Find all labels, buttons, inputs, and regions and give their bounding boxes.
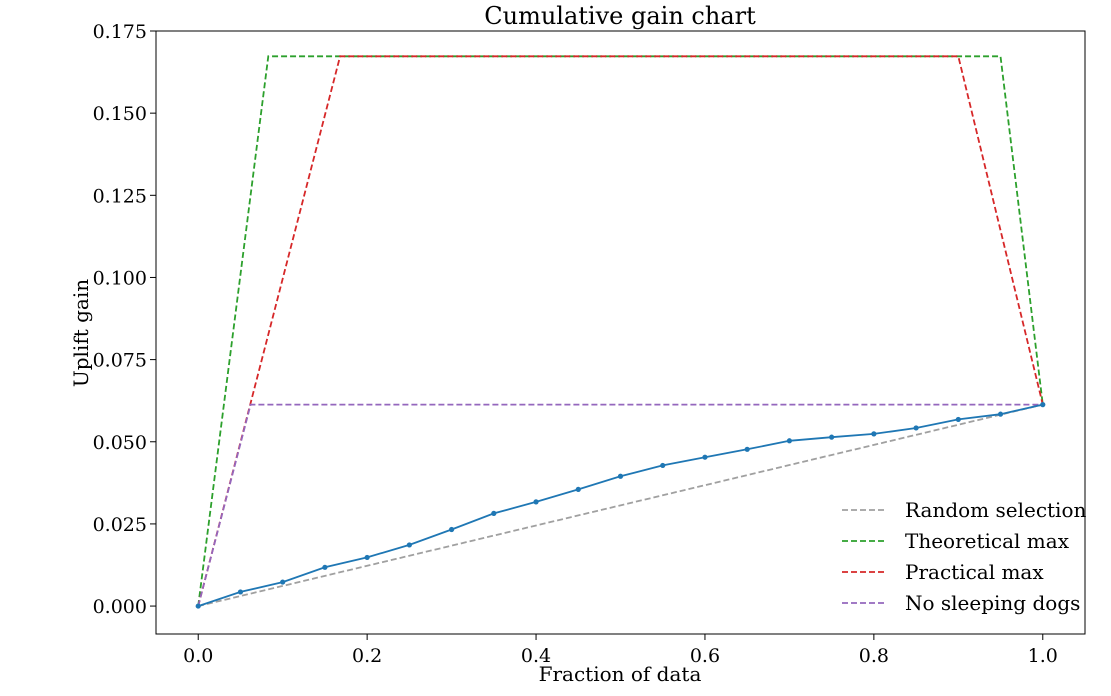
series-line-practical-max (197, 55, 1044, 607)
y-tick-label: 0.150 (93, 103, 147, 125)
legend-label: Random selection (905, 498, 1086, 522)
legend-label: Practical max (905, 560, 1044, 584)
data-point (660, 462, 666, 469)
y-tick-label: 0.100 (93, 267, 147, 289)
y-tick-label: 0.025 (93, 514, 147, 536)
data-point (829, 434, 835, 440)
chart-title: Cumulative gain chart (484, 2, 756, 30)
data-point (237, 589, 244, 595)
x-tick-label: 0.6 (690, 645, 720, 667)
data-point (364, 554, 370, 561)
y-tick-label: 0.050 (93, 432, 147, 454)
plot-lines (195, 55, 1046, 609)
x-tick-label: 0.2 (352, 645, 382, 667)
y-axis: 0.000 0.025 0.050 0.075 0.100 0.125 0.150 0.175 (93, 21, 156, 618)
x-axis-label: Fraction of data (539, 662, 702, 686)
y-tick-label: 0.075 (93, 350, 147, 372)
data-point (997, 411, 1004, 417)
y-tick-label: 0.125 (93, 185, 147, 207)
plot-frame (155, 30, 1086, 635)
y-tick-label: 0.175 (93, 21, 147, 43)
series-line-random-selection (197, 403, 1044, 607)
data-point (1040, 402, 1046, 408)
x-axis: 0.0 0.2 0.4 0.6 0.8 1.0 (183, 634, 1058, 667)
legend: Random selection Theoretical max Practical… (842, 498, 1086, 615)
data-point (575, 486, 581, 493)
legend-label: Theoretical max (905, 529, 1070, 553)
data-point (617, 473, 624, 479)
data-point (786, 438, 793, 444)
series-line-theoretical-max (197, 55, 1044, 607)
data-point (491, 510, 497, 516)
data-point (322, 564, 328, 570)
data-point (533, 499, 539, 505)
data-point (871, 431, 877, 437)
y-axis-label: Uplift gain (69, 279, 93, 387)
data-point (702, 454, 708, 460)
legend-label: No sleeping dogs (905, 591, 1080, 615)
data-point (913, 425, 919, 431)
series-line-no-sleeping-dogs (197, 403, 1043, 607)
x-tick-label: 0.4 (521, 645, 551, 667)
x-tick-label: 1.0 (1028, 645, 1058, 667)
data-point (406, 542, 412, 548)
data-point (280, 579, 286, 585)
data-point (955, 416, 961, 423)
data-point (195, 603, 201, 609)
y-tick-label: 0.000 (93, 596, 147, 618)
x-tick-label: 0.0 (183, 645, 213, 667)
data-point (448, 526, 455, 533)
x-tick-label: 0.8 (859, 645, 889, 667)
data-point (744, 446, 750, 452)
